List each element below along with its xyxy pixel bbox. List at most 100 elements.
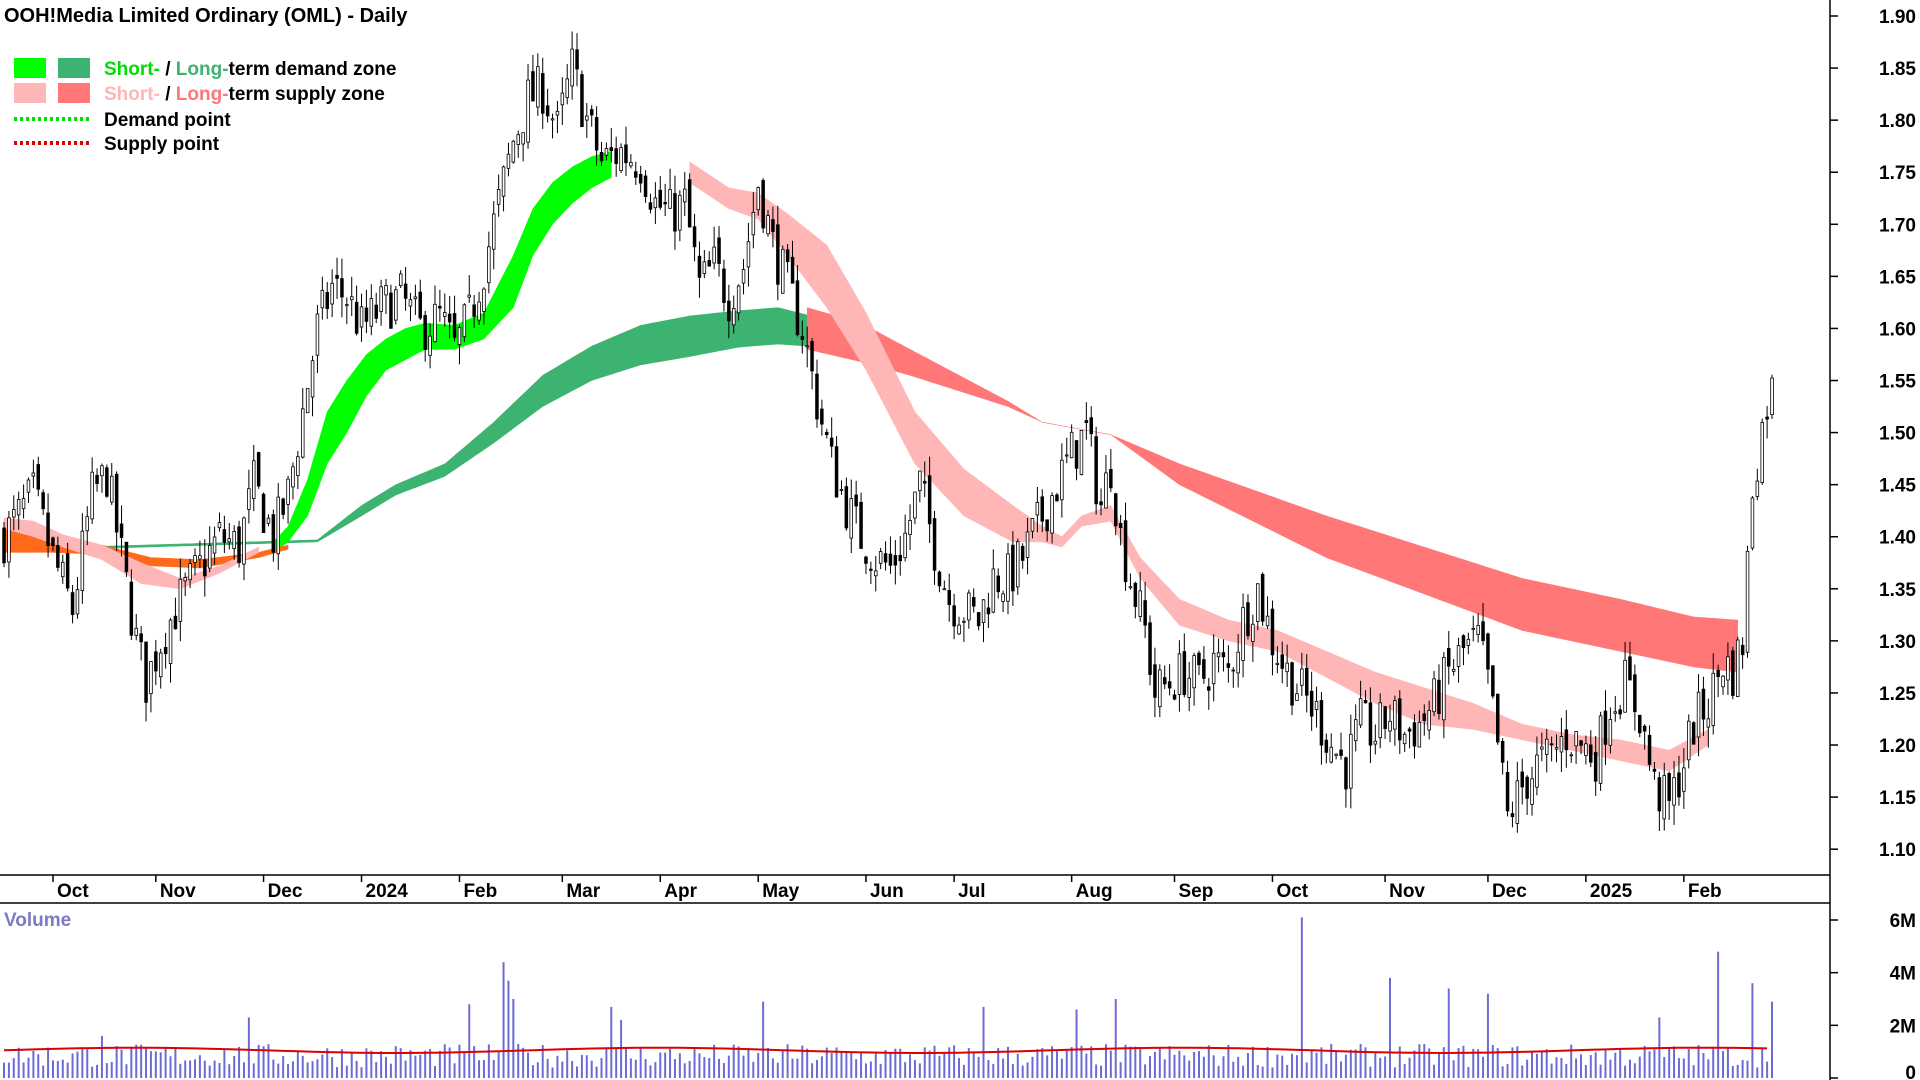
price-tick-label: 1.70 [1879, 215, 1916, 236]
candle-body [952, 605, 956, 627]
candle-body [1231, 669, 1236, 672]
candle-body [1050, 495, 1054, 534]
candle-body [1677, 772, 1681, 798]
candle-body [56, 545, 60, 568]
candle-body [345, 304, 349, 307]
candle-body [1471, 627, 1476, 630]
candle-body [590, 109, 594, 116]
candle-body [604, 148, 609, 156]
candle-body [354, 301, 359, 334]
legend-supply-point: Supply point [104, 134, 220, 155]
volume-tick-label: 0 [1905, 1063, 1916, 1080]
candle-body [746, 241, 751, 268]
candle-body [1706, 718, 1711, 728]
candle-body [741, 269, 746, 284]
candle-body [800, 336, 805, 340]
candle-body [937, 571, 942, 587]
candle-body [1089, 417, 1094, 435]
candle-body [227, 538, 231, 543]
candle-body [423, 315, 427, 350]
candle-body [193, 555, 197, 563]
candle-body [888, 553, 893, 566]
date-tick-label: Apr [664, 881, 697, 902]
candle-body [883, 553, 888, 563]
candle-body [1726, 656, 1730, 681]
candle-body [276, 496, 280, 555]
candle-body [1486, 633, 1490, 670]
candle-body [1074, 440, 1079, 469]
candle-body [1549, 743, 1554, 746]
candle-body [325, 291, 329, 309]
candle-body [1451, 669, 1456, 672]
candle-body [575, 49, 579, 70]
date-tick-label: Mar [566, 881, 600, 902]
candle-body [1265, 615, 1270, 627]
candle-body [624, 144, 628, 164]
candle-body [1491, 665, 1495, 697]
candle-body [232, 531, 236, 550]
candle-body [1016, 541, 1020, 588]
candle-body [501, 166, 506, 197]
legend: Short- / Long-term demand zone Short- / … [14, 58, 396, 155]
candle-body [1246, 602, 1250, 637]
candle-body [1520, 771, 1525, 788]
candle-body [281, 498, 285, 515]
candle-body [1525, 776, 1529, 799]
candle-body [634, 171, 638, 178]
candle-body [619, 147, 623, 171]
candle-body [1736, 639, 1740, 697]
candle-body [638, 173, 643, 184]
candle-body [1001, 593, 1005, 602]
candle-body [124, 541, 129, 573]
candle-body [1545, 738, 1549, 755]
candle-body [41, 492, 45, 510]
candle-body [1731, 650, 1735, 696]
candle-body [261, 493, 266, 534]
candle-body [207, 545, 212, 569]
candle-body [849, 498, 854, 539]
date-tick-marks [52, 875, 1685, 882]
candle-body [927, 475, 932, 525]
candle-body [178, 578, 183, 622]
candle-body [1065, 454, 1069, 457]
price-tick-label: 1.75 [1879, 163, 1916, 184]
candle-body [1422, 713, 1427, 721]
candle-body [16, 498, 21, 516]
candle-body [359, 306, 364, 328]
candle-body [918, 470, 922, 492]
candle-body [560, 92, 565, 106]
candle-body [408, 299, 413, 307]
candle-body [594, 117, 599, 151]
candle-body [1750, 497, 1755, 549]
candle-body [291, 466, 295, 488]
volume-axis-labels: 6M 4M 2M 0 [1830, 911, 1916, 1080]
candle-body [398, 273, 403, 286]
candle-body [222, 529, 227, 543]
candle-body [957, 624, 961, 635]
candle-body [1589, 744, 1593, 763]
candle-body [1349, 733, 1353, 789]
candle-body [1633, 674, 1637, 713]
candle-body [1158, 669, 1162, 708]
candle-body [1398, 698, 1402, 741]
candle-body [1388, 720, 1392, 732]
candle-body [369, 298, 374, 327]
candle-body [1045, 519, 1049, 532]
candle-body [266, 517, 271, 524]
candle-body [433, 303, 437, 342]
price-tick-label: 1.60 [1879, 319, 1916, 340]
candle-body [658, 189, 663, 208]
candle-body [256, 452, 261, 487]
candle-body [962, 620, 966, 623]
candle-body [776, 224, 780, 285]
candle-body [110, 475, 114, 503]
candle-body [1652, 768, 1657, 772]
candle-body [1167, 681, 1172, 689]
candle-body [981, 599, 986, 623]
candle-body [1466, 638, 1471, 646]
candle-body [173, 615, 178, 630]
candle-body [1716, 669, 1720, 678]
candle-body [491, 213, 496, 250]
candle-body [217, 522, 222, 529]
